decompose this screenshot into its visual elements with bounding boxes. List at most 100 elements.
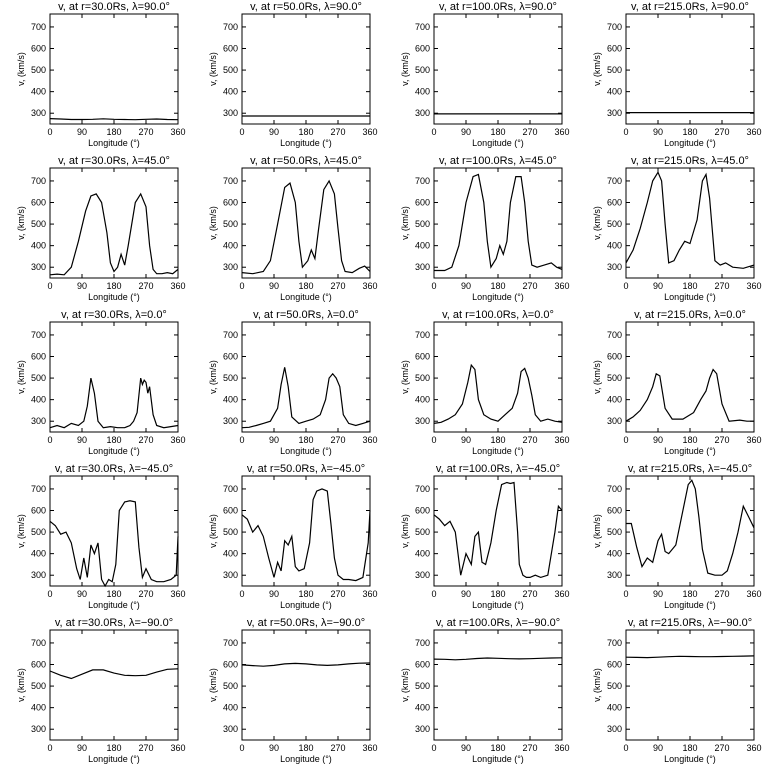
plot-frame [433, 629, 563, 741]
plot-frame [241, 13, 371, 125]
y-tick-label: 700 [607, 330, 622, 340]
y-tick-label: 300 [415, 724, 430, 734]
y-tick-label: 500 [607, 219, 622, 229]
x-tick-label: 0 [47, 743, 52, 753]
x-tick-label: 180 [106, 435, 121, 445]
y-tick-label: 400 [31, 241, 46, 251]
x-tick-label: 90 [653, 435, 663, 445]
chart-panel-7: v, at r=100.0Rs, λ=45.0° 0 90 180 270 360 300 4… [400, 155, 570, 302]
y-tick-label: 700 [223, 22, 238, 32]
y-tick-label: 400 [223, 703, 238, 713]
y-tick-label: 500 [415, 527, 430, 537]
y-tick-label: 600 [31, 44, 46, 54]
x-tick-label: 360 [554, 589, 569, 599]
x-tick-label: 360 [170, 281, 185, 291]
x-tick-label: 360 [170, 435, 185, 445]
y-tick-label: 600 [415, 352, 430, 362]
x-tick-label: 360 [170, 589, 185, 599]
y-tick-label: 500 [607, 373, 622, 383]
y-tick-label: 500 [607, 65, 622, 75]
x-tick-label: 0 [431, 435, 436, 445]
y-tick-label: 400 [31, 549, 46, 559]
chart-title: v, at r=50.0Rs, λ=−90.0° [247, 617, 365, 629]
y-tick-label: 400 [607, 241, 622, 251]
y-axis-label: v, (km/s) [16, 52, 26, 86]
y-tick-label: 700 [607, 22, 622, 32]
x-tick-label: 90 [653, 281, 663, 291]
x-tick-label: 0 [239, 589, 244, 599]
y-tick-label: 300 [607, 570, 622, 580]
x-tick-label: 0 [623, 743, 628, 753]
x-tick-label: 90 [269, 127, 279, 137]
x-tick-label: 180 [682, 589, 697, 599]
chart-panel-11: v, at r=100.0Rs, λ=0.0° 0 90 180 270 360 300 40… [400, 309, 570, 456]
plot-frame [49, 167, 179, 279]
x-axis-label: Longitude (°) [664, 292, 716, 302]
plot-frame [625, 13, 755, 125]
x-tick-label: 0 [431, 589, 436, 599]
x-tick-label: 180 [490, 127, 505, 137]
x-tick-label: 270 [138, 589, 153, 599]
y-tick-label: 700 [415, 176, 430, 186]
y-tick-label: 700 [415, 484, 430, 494]
chart-panel-12: v, at r=215.0Rs, λ=0.0° 0 90 180 270 360 300 40… [592, 309, 762, 456]
x-tick-label: 360 [362, 127, 377, 137]
chart-panel-14: v, at r=50.0Rs, λ=−45.0° 0 90 180 270 360 300 4… [208, 463, 378, 610]
y-axis-label: v, (km/s) [16, 668, 26, 702]
y-tick-label: 500 [223, 681, 238, 691]
plot-frame [625, 321, 755, 433]
x-axis-label: Longitude (°) [664, 754, 716, 764]
x-tick-label: 0 [47, 281, 52, 291]
chart-title: v, at r=100.0Rs, λ=45.0° [439, 155, 557, 167]
x-tick-label: 180 [490, 435, 505, 445]
y-tick-label: 500 [223, 65, 238, 75]
y-tick-label: 600 [607, 44, 622, 54]
y-tick-label: 300 [223, 108, 238, 118]
x-tick-label: 180 [490, 743, 505, 753]
x-tick-label: 90 [77, 743, 87, 753]
chart-title: v, at r=215.0Rs, λ=−90.0° [628, 617, 752, 629]
x-tick-label: 0 [47, 435, 52, 445]
chart-panel-19: v, at r=100.0Rs, λ=−90.0° 0 90 180 270 360 300… [400, 617, 570, 764]
x-tick-label: 180 [298, 281, 313, 291]
y-tick-label: 700 [31, 484, 46, 494]
chart-panel-16: v, at r=215.0Rs, λ=−45.0° 0 90 180 270 360 300… [592, 463, 762, 610]
y-tick-label: 600 [607, 198, 622, 208]
plot-frame [49, 475, 179, 587]
y-axis-label: v, (km/s) [208, 668, 218, 702]
chart-panel-2: v, at r=50.0Rs, λ=90.0° 0 90 180 270 360 300 40… [208, 1, 378, 148]
x-axis-label: Longitude (°) [280, 138, 332, 148]
x-tick-label: 270 [330, 743, 345, 753]
x-axis-label: Longitude (°) [88, 446, 140, 456]
series-line [49, 377, 179, 429]
y-tick-label: 400 [31, 87, 46, 97]
y-axis-label: v, (km/s) [16, 360, 26, 394]
y-tick-label: 600 [31, 198, 46, 208]
y-tick-label: 600 [415, 506, 430, 516]
y-tick-label: 500 [31, 527, 46, 537]
x-tick-label: 270 [522, 589, 537, 599]
chart-title: v, at r=50.0Rs, λ=45.0° [250, 155, 362, 167]
y-axis-label: v, (km/s) [208, 514, 218, 548]
x-axis-label: Longitude (°) [664, 600, 716, 610]
plot-frame [433, 13, 563, 125]
x-axis-label: Longitude (°) [664, 446, 716, 456]
x-tick-label: 360 [362, 743, 377, 753]
plot-frame [625, 167, 755, 279]
x-tick-label: 90 [461, 589, 471, 599]
y-tick-label: 600 [415, 660, 430, 670]
y-tick-label: 500 [415, 65, 430, 75]
y-tick-label: 600 [607, 506, 622, 516]
series-line [433, 363, 563, 424]
y-tick-label: 700 [415, 638, 430, 648]
chart-title: v, at r=215.0Rs, λ=45.0° [631, 155, 749, 167]
y-tick-label: 700 [31, 330, 46, 340]
y-axis-label: v, (km/s) [400, 206, 410, 240]
plot-frame [433, 475, 563, 587]
y-tick-label: 600 [223, 44, 238, 54]
y-axis-label: v, (km/s) [592, 360, 602, 394]
chart-title: v, at r=50.0Rs, λ=0.0° [253, 309, 359, 321]
series-line [241, 179, 371, 275]
chart-title: v, at r=215.0Rs, λ=−45.0° [628, 463, 752, 475]
